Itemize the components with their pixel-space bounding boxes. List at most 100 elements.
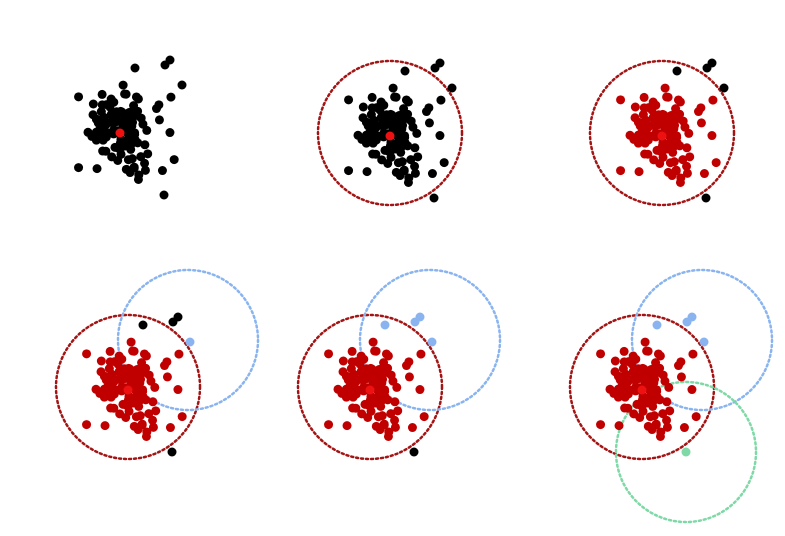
neighborhood-circle: [316, 59, 464, 207]
point: [169, 155, 179, 165]
point: [687, 312, 697, 322]
point: [361, 374, 371, 384]
point: [358, 113, 368, 123]
point: [362, 167, 372, 177]
point: [415, 385, 425, 395]
point: [653, 120, 663, 130]
point: [109, 389, 119, 399]
point: [110, 142, 120, 152]
point: [616, 95, 626, 105]
point: [682, 168, 692, 178]
point: [96, 126, 106, 136]
point: [675, 97, 685, 107]
point: [640, 337, 650, 347]
point: [130, 111, 140, 121]
point: [427, 169, 437, 179]
point: [347, 357, 357, 367]
point: [407, 423, 417, 433]
neighborhood-circle: [588, 59, 736, 207]
point: [123, 385, 133, 395]
point: [101, 375, 111, 385]
point: [614, 421, 624, 431]
point: [388, 83, 398, 93]
point: [390, 422, 400, 432]
point: [643, 421, 653, 431]
point: [691, 412, 701, 422]
point: [165, 55, 175, 65]
point: [371, 421, 381, 431]
point: [400, 132, 410, 142]
point: [680, 122, 690, 132]
point: [413, 152, 423, 162]
point: [629, 134, 639, 144]
point: [634, 167, 644, 177]
point: [404, 372, 414, 382]
point: [616, 166, 626, 176]
point: [124, 363, 134, 373]
point: [711, 158, 721, 168]
point: [596, 420, 606, 430]
point: [429, 193, 439, 203]
point: [391, 167, 401, 177]
point: [92, 164, 102, 174]
point: [342, 421, 352, 431]
point: [662, 422, 672, 432]
point: [374, 395, 384, 405]
point: [159, 190, 169, 200]
point: [627, 359, 637, 369]
point: [154, 115, 164, 125]
point: [87, 131, 97, 141]
point: [368, 149, 378, 159]
point: [98, 146, 108, 156]
point: [140, 165, 150, 175]
point: [116, 106, 126, 116]
point: [88, 110, 98, 120]
point: [105, 357, 115, 367]
point: [652, 368, 662, 378]
point: [338, 367, 348, 377]
point: [385, 131, 395, 141]
point: [699, 337, 709, 347]
point: [660, 83, 670, 93]
point: [632, 399, 642, 409]
point: [105, 102, 115, 112]
point: [115, 128, 125, 138]
point: [324, 420, 334, 430]
point: [126, 337, 136, 347]
point: [74, 163, 84, 173]
point: [154, 100, 164, 110]
point: [128, 346, 138, 356]
point: [343, 375, 353, 385]
point: [390, 415, 400, 425]
point: [439, 158, 449, 168]
point: [676, 372, 686, 382]
point: [165, 423, 175, 433]
point: [344, 166, 354, 176]
point: [416, 349, 426, 359]
point: [118, 399, 128, 409]
point: [351, 389, 361, 399]
point: [681, 447, 691, 457]
point: [682, 143, 692, 153]
point: [427, 337, 437, 347]
point: [682, 161, 692, 171]
point: [707, 58, 717, 68]
point: [93, 118, 103, 128]
point: [688, 349, 698, 359]
point: [130, 129, 140, 139]
point: [177, 412, 187, 422]
point: [665, 406, 675, 416]
point: [346, 383, 356, 393]
point: [337, 388, 347, 398]
point: [111, 117, 121, 127]
neighborhood-circle: [630, 268, 774, 412]
point: [383, 351, 393, 361]
point: [142, 427, 152, 437]
point: [120, 89, 130, 99]
point: [406, 155, 416, 165]
point: [640, 149, 650, 159]
point: [610, 367, 620, 377]
point: [701, 193, 711, 203]
point: [652, 386, 662, 396]
point: [629, 409, 639, 419]
